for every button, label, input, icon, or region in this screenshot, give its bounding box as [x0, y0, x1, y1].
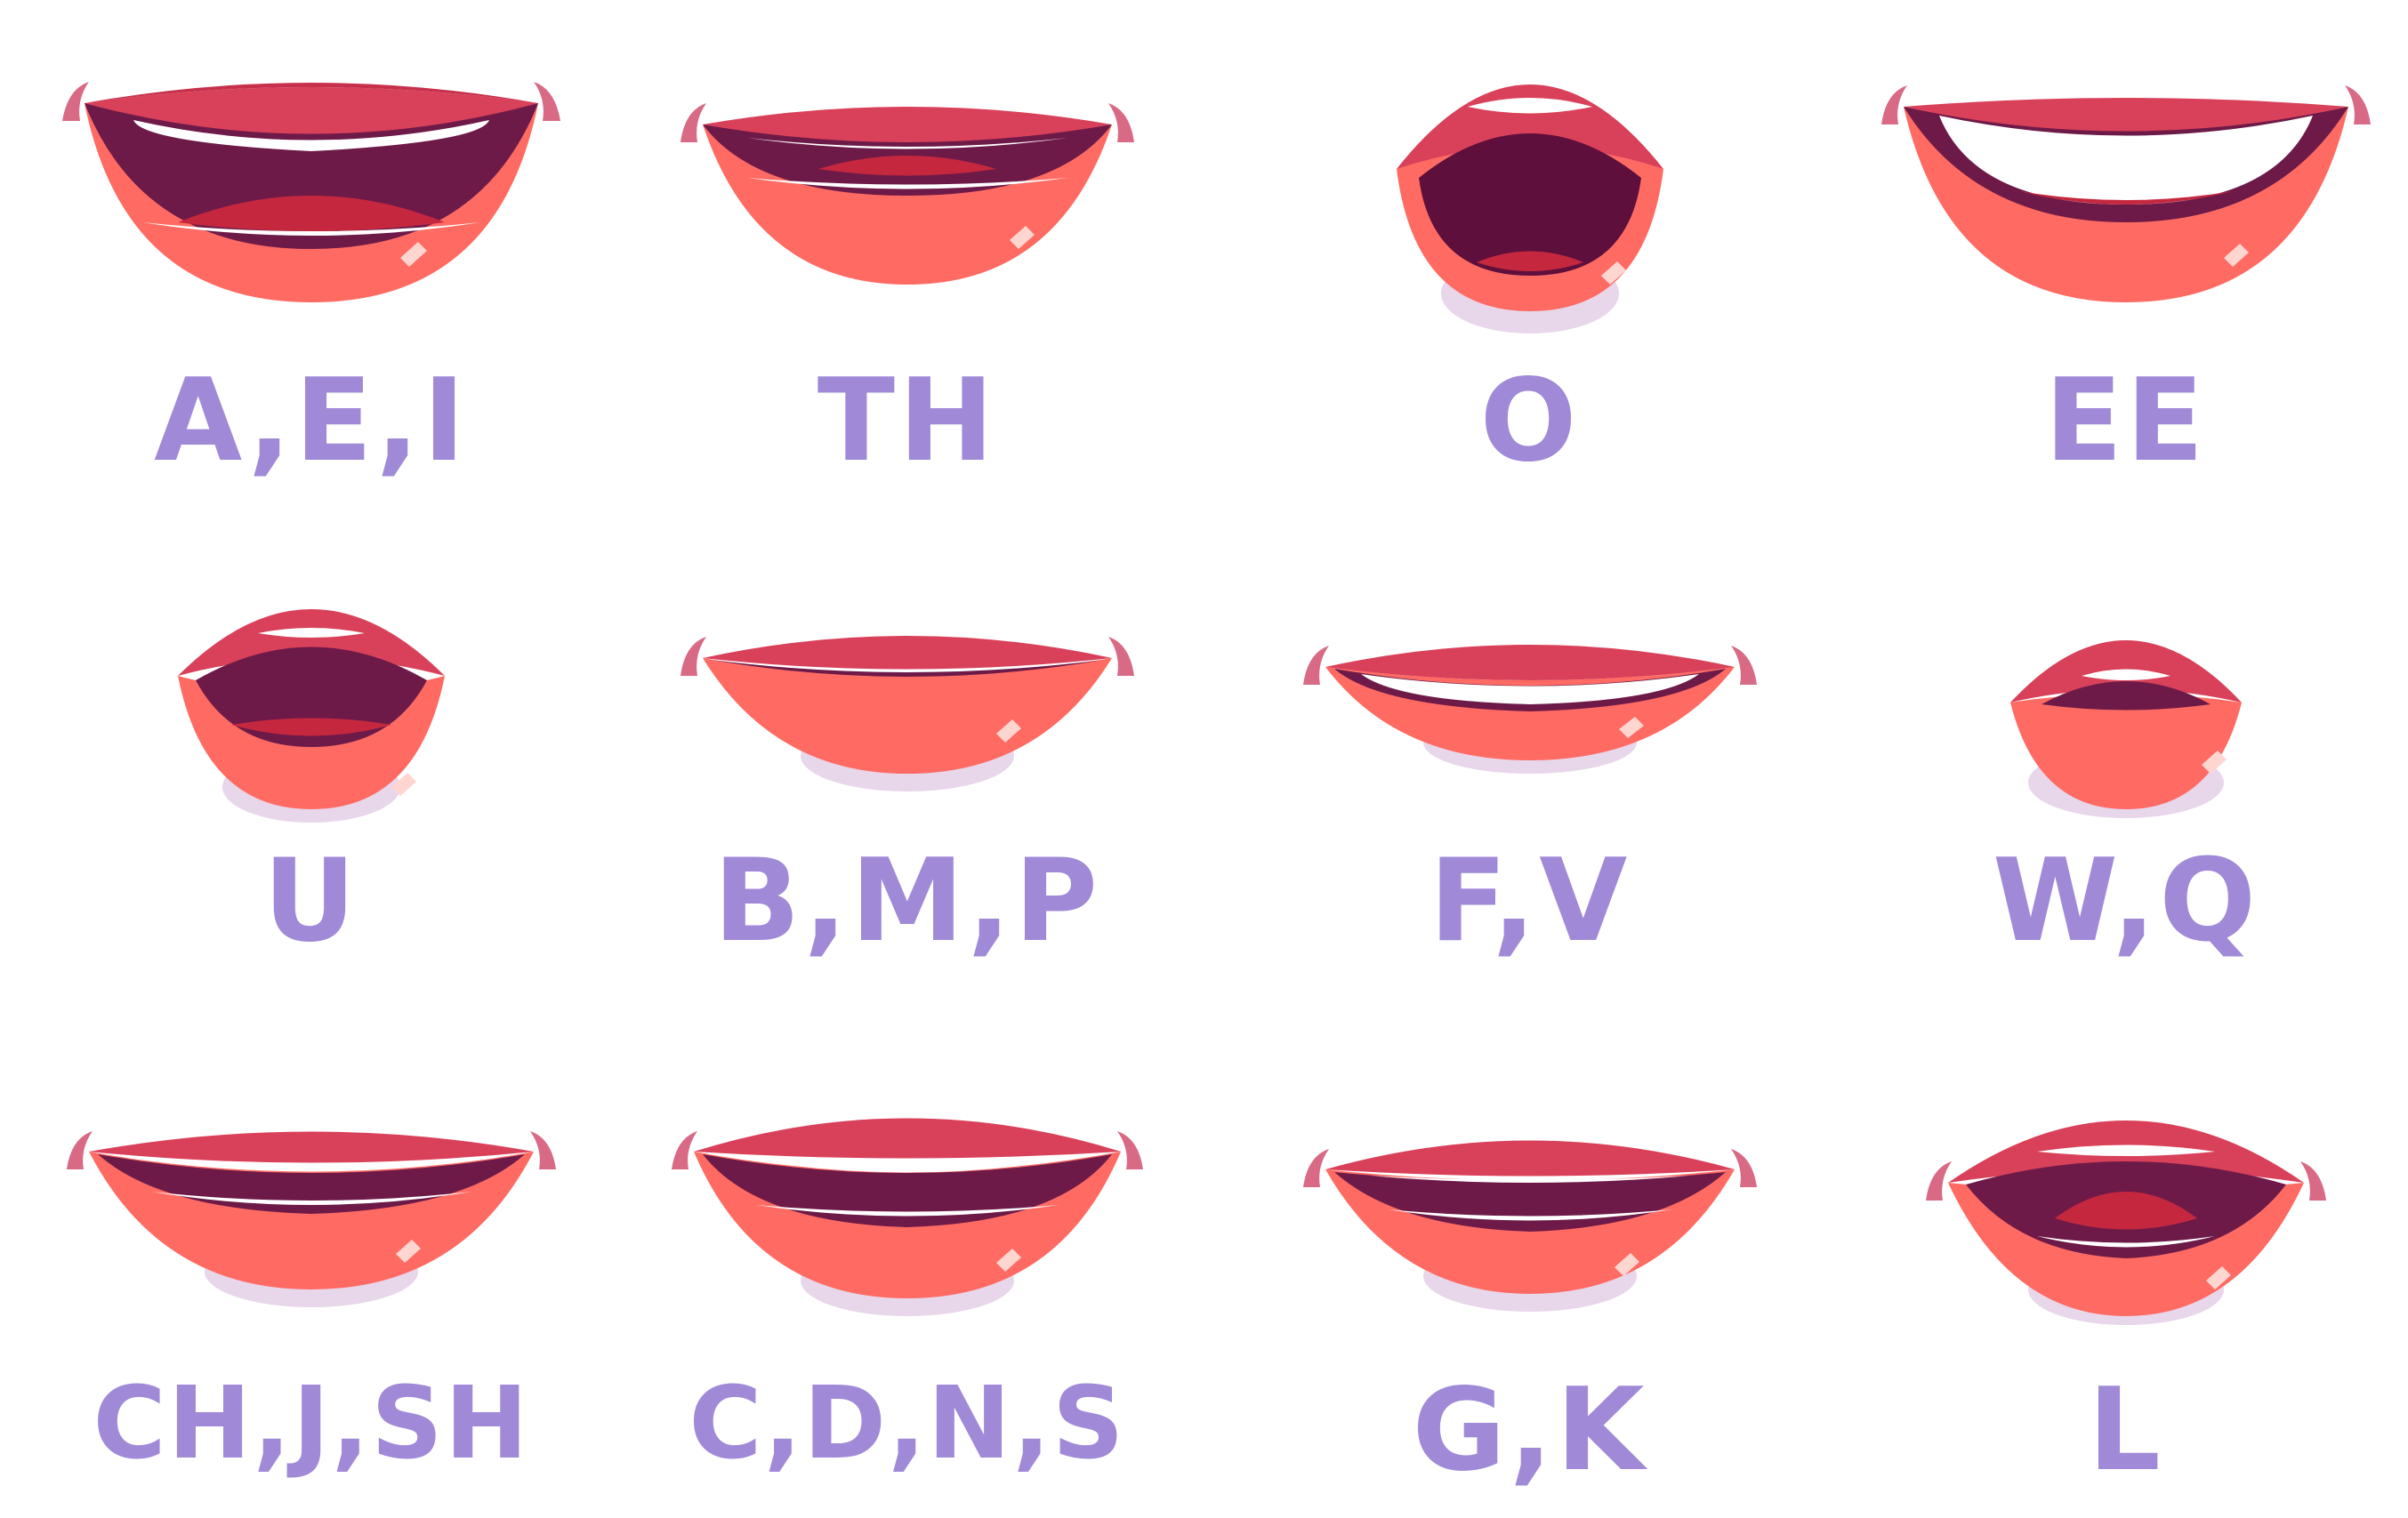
- mouth-shape-g-k: G,K: [1219, 1076, 1841, 1518]
- mouth-tongue-up-icon: [1926, 1120, 2326, 1325]
- mouth-shape-w-q: W,Q: [1815, 560, 2408, 1058]
- mouth-teeth-on-lip-icon: [1303, 645, 1757, 774]
- mouth-shape-ch-j-sh: CH,J,SH: [0, 1076, 623, 1518]
- label-b-m-p: B,M,P: [713, 835, 1101, 968]
- label-o: O: [1479, 355, 1581, 487]
- mouth-closed-lips-icon: [681, 636, 1134, 791]
- mouth-shape-a-e-i: A,E,I: [0, 36, 623, 534]
- mouth-shape-f-v: F,V: [1219, 560, 1841, 1058]
- mouth-shape-u: U: [0, 560, 623, 1058]
- mouth-tongue-between-teeth-icon: [681, 103, 1134, 285]
- mouth-shape-o: O: [1219, 36, 1841, 534]
- label-l: L: [2088, 1364, 2164, 1497]
- mouth-small-open-icon: [178, 609, 445, 823]
- label-c-d-n-s: C,D,N,S: [689, 1366, 1126, 1482]
- mouth-teeth-open-icon: [1303, 1140, 1757, 1312]
- mouth-wide-smile-teeth-icon: [1881, 85, 2371, 302]
- mouth-shape-c-d-n-s: C,D,N,S: [596, 1076, 1219, 1518]
- label-u: U: [263, 835, 359, 968]
- label-g-k: G,K: [1412, 1364, 1648, 1497]
- mouth-teeth-slightly-open-icon: [672, 1118, 1143, 1316]
- mouth-shape-th: TH: [596, 36, 1219, 534]
- label-ch-j-sh: CH,J,SH: [93, 1366, 530, 1482]
- mouth-wide-open-smile-icon: [62, 82, 560, 302]
- mouth-puckered-icon: [2010, 640, 2242, 818]
- label-a-e-i: A,E,I: [154, 355, 469, 487]
- label-ee: EE: [2044, 355, 2208, 487]
- label-w-q: W,Q: [1992, 835, 2260, 968]
- mouth-shape-l: L: [1815, 1076, 2408, 1518]
- mouth-shape-ee: EE: [1815, 36, 2408, 534]
- mouth-shape-b-m-p: B,M,P: [596, 560, 1219, 1058]
- mouth-teeth-together-icon: [67, 1131, 556, 1307]
- mouth-round-open-icon: [1397, 84, 1663, 333]
- label-f-v: F,V: [1429, 835, 1631, 968]
- label-th: TH: [817, 355, 998, 487]
